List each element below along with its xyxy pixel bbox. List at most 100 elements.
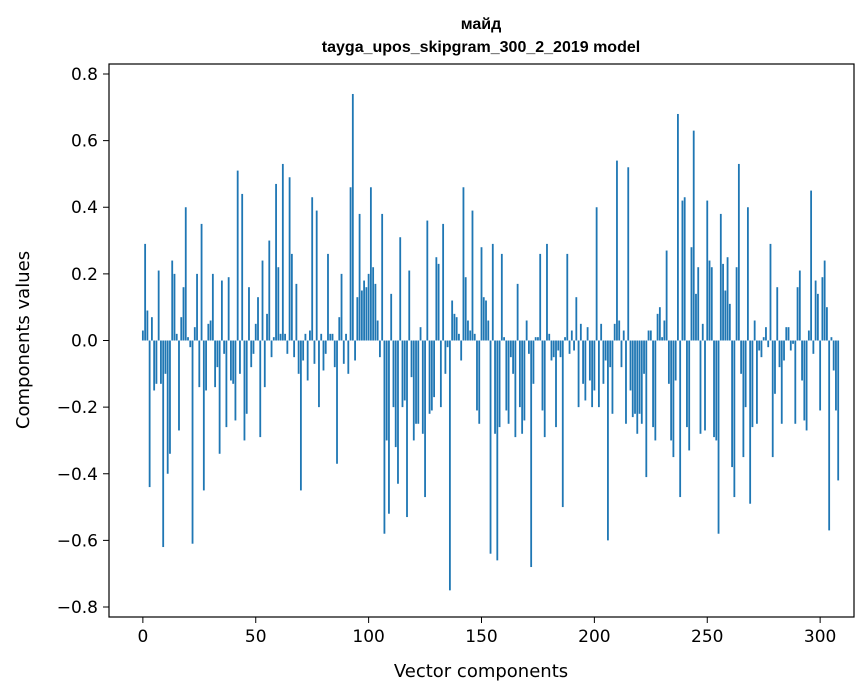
bar [347, 340, 350, 374]
bar [458, 333, 460, 341]
bar [704, 340, 706, 431]
bar [293, 340, 296, 358]
bar [446, 340, 449, 348]
bar [559, 340, 562, 358]
bar [649, 330, 652, 341]
bar [564, 337, 566, 341]
bar [620, 340, 623, 368]
bar [706, 200, 709, 341]
bar [828, 340, 831, 531]
bar [383, 340, 386, 534]
bar [794, 340, 797, 424]
y-tick-label: 0.2 [71, 265, 98, 285]
bar [342, 340, 345, 364]
bar [187, 337, 189, 341]
bar [591, 340, 594, 408]
bar [810, 190, 813, 341]
bar [148, 340, 151, 488]
bar [358, 213, 361, 341]
bar [189, 340, 192, 348]
bar [421, 340, 424, 434]
bar [835, 340, 837, 411]
bar [227, 277, 230, 341]
bar [661, 337, 664, 341]
bar [597, 340, 600, 408]
bar [198, 340, 201, 388]
bar [595, 207, 598, 341]
bar [631, 340, 634, 418]
bar [557, 340, 560, 351]
bar [690, 247, 693, 341]
bar [295, 283, 298, 341]
bar [832, 340, 835, 371]
bar [570, 330, 573, 341]
bar [627, 167, 630, 341]
x-tick-label: 250 [691, 627, 723, 647]
bar [196, 273, 198, 341]
bar [270, 340, 273, 358]
bar [369, 187, 372, 341]
bar [494, 340, 496, 434]
bar [336, 340, 338, 464]
bar [602, 340, 605, 384]
bar [248, 287, 250, 341]
bar [220, 280, 223, 341]
bar [433, 340, 435, 398]
bar [656, 313, 659, 341]
bar [780, 340, 783, 424]
bar [340, 273, 343, 341]
bar [607, 340, 609, 541]
bar [568, 340, 571, 354]
bar [315, 210, 318, 341]
bar [552, 340, 555, 358]
bar [805, 340, 808, 431]
bar [767, 340, 770, 348]
bar [769, 243, 772, 341]
bar [604, 340, 607, 361]
bar [765, 327, 767, 341]
bar [672, 340, 675, 458]
bar [193, 327, 196, 341]
bar [550, 340, 553, 361]
bar [670, 340, 673, 441]
bar [338, 317, 341, 341]
bar [150, 317, 153, 341]
bar [622, 330, 625, 341]
bar [408, 270, 411, 341]
bar [313, 340, 316, 364]
bar [760, 340, 763, 358]
bar [277, 267, 280, 341]
bar [191, 340, 194, 544]
bar [722, 263, 724, 341]
bar [801, 340, 803, 381]
bar [363, 280, 366, 341]
chart-title: майд [461, 16, 502, 33]
y-tick-label: −0.8 [57, 598, 98, 618]
bar [324, 340, 327, 354]
bar [351, 93, 354, 341]
bar [749, 340, 752, 504]
bar [758, 340, 761, 351]
bar [426, 220, 429, 341]
bar [679, 340, 682, 498]
bar [826, 307, 828, 341]
chart-subtitle: tayga_upos_skipgram_300_2_2019 model [322, 39, 640, 56]
bar [579, 323, 582, 341]
bar [667, 340, 670, 384]
bar [717, 340, 720, 534]
bar [812, 340, 815, 354]
bar [175, 333, 178, 341]
bar [530, 340, 533, 568]
bar [469, 330, 472, 341]
bar [742, 340, 745, 458]
bar [266, 313, 268, 341]
bar [410, 340, 413, 378]
bar [281, 163, 284, 341]
bar [464, 277, 467, 341]
bar [236, 170, 239, 341]
bar [462, 187, 465, 341]
bar [306, 340, 309, 381]
bar [697, 267, 700, 341]
bar [345, 333, 347, 341]
